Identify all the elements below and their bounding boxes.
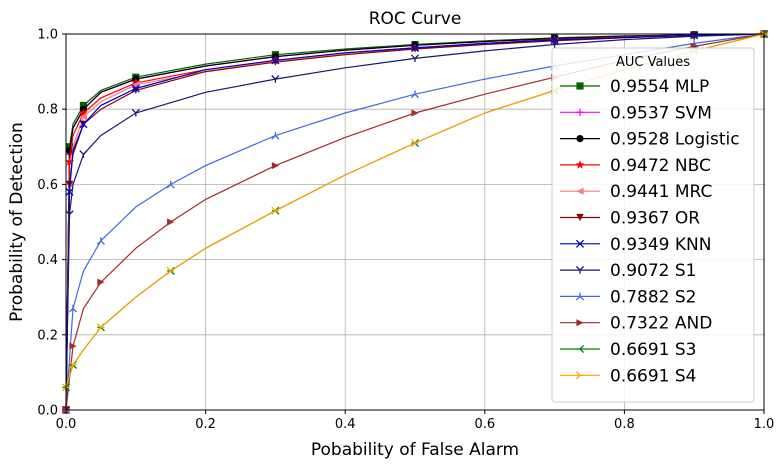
x-tick-label: 0.8	[614, 417, 635, 432]
data-point	[79, 150, 88, 158]
data-point	[271, 162, 279, 170]
x-tick-label: 0.6	[474, 417, 495, 432]
data-point	[97, 278, 105, 286]
legend-label: 0.9472 NBC	[610, 156, 711, 176]
data-point	[690, 31, 699, 40]
data-point	[271, 75, 280, 83]
y-tick-label: 0.4	[37, 253, 58, 268]
legend-label: 0.9537 SVM	[610, 103, 712, 123]
y-tick-label: 0.2	[37, 328, 58, 343]
chart-title: ROC Curve	[369, 9, 462, 29]
legend-marker	[575, 371, 584, 380]
legend-entry: 0.6691 S4	[560, 366, 697, 386]
data-point	[68, 360, 77, 369]
data-point	[96, 237, 105, 245]
data-point	[65, 180, 74, 188]
legend-marker	[576, 108, 584, 116]
legend-marker	[575, 239, 585, 248]
data-point	[79, 113, 88, 121]
x-tick-label: 0.0	[56, 417, 77, 432]
data-point	[759, 29, 768, 39]
legend-entry: 0.9528 Logistic	[560, 130, 740, 150]
data-point	[167, 218, 175, 226]
y-tick-label: 0.8	[37, 103, 58, 118]
x-axis-label: Pobability of False Alarm	[311, 440, 519, 460]
data-point	[271, 206, 279, 215]
data-point	[411, 109, 419, 117]
plot-area	[61, 29, 769, 415]
x-tick-label: 1.0	[754, 417, 775, 432]
data-point	[166, 180, 175, 189]
legend-entry: 0.9554 MLP	[560, 77, 709, 97]
data-point	[79, 120, 88, 129]
y-tick-label: 0.0	[37, 404, 58, 419]
data-point	[131, 108, 140, 117]
legend-label: 0.7882 S2	[610, 287, 697, 307]
legend-label: 0.9528 Logistic	[610, 130, 740, 150]
data-point	[410, 43, 420, 52]
data-point	[79, 101, 88, 110]
legend-label: 0.7322 AND	[610, 314, 712, 334]
legend-entry: 0.6691 S3	[560, 340, 697, 360]
ticks: 0.0 0.2 0.4 0.6 0.8 1.0 0.0 0.2 0.4 0.6 0.8 1.0	[37, 28, 774, 433]
legend-entry: 0.7882 S2	[560, 287, 697, 307]
legend-marker	[576, 344, 585, 354]
series-7	[61, 29, 769, 414]
legend: AUC Values 0.9554 MLP 0.9537 SVM 0.9528 Log…	[551, 47, 755, 403]
legend-entry: 0.9441 MRC	[560, 182, 712, 202]
data-point	[61, 383, 70, 392]
data-point	[410, 90, 420, 99]
data-point	[271, 56, 280, 65]
legend-marker	[576, 213, 584, 222]
data-point	[131, 78, 141, 87]
legend-marker	[575, 266, 585, 274]
legend-label: 0.9554 MLP	[610, 77, 709, 97]
data-point	[410, 138, 419, 148]
legend-entry: 0.7322 AND	[560, 314, 712, 334]
legend-label: 0.9367 OR	[610, 209, 700, 229]
data-point	[79, 108, 88, 117]
legend-entry: 0.9472 NBC	[560, 156, 711, 176]
legend-label: 0.9441 MRC	[610, 182, 712, 202]
legend-entry: 0.9349 KNN	[560, 235, 711, 255]
data-point	[65, 157, 74, 166]
legend-marker	[576, 187, 584, 195]
legend-entry: 0.9537 SVM	[560, 103, 712, 123]
x-tick-label: 0.2	[195, 417, 216, 432]
legend-marker	[576, 319, 584, 327]
legend-label: 0.6691 S3	[610, 340, 697, 360]
legend-marker	[575, 292, 585, 301]
y-tick-label: 1.0	[37, 28, 58, 43]
y-axis-label: Probability of Detection	[7, 122, 27, 322]
data-point	[410, 54, 420, 63]
data-point	[69, 342, 77, 350]
y-tick-label: 0.6	[37, 178, 58, 193]
legend-marker	[576, 135, 584, 143]
data-point	[131, 84, 140, 93]
data-point	[68, 304, 78, 313]
legend-marker	[576, 82, 584, 90]
x-tick-label: 0.4	[335, 417, 356, 432]
data-point	[166, 266, 175, 275]
legend-box	[551, 47, 755, 403]
legend-title: AUC Values	[616, 55, 690, 70]
legend-entry: 0.9072 S1	[560, 261, 697, 281]
data-point	[271, 131, 280, 140]
legend-label: 0.6691 S4	[610, 366, 697, 386]
legend-label: 0.9072 S1	[610, 261, 697, 281]
legend-label: 0.9349 KNN	[610, 235, 711, 255]
data-point	[96, 323, 105, 332]
plot-frame	[65, 33, 765, 411]
legend-marker	[575, 160, 585, 169]
legend-entry: 0.9367 OR	[560, 209, 700, 229]
